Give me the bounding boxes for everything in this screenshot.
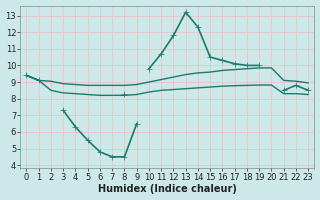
X-axis label: Humidex (Indice chaleur): Humidex (Indice chaleur) (98, 184, 237, 194)
